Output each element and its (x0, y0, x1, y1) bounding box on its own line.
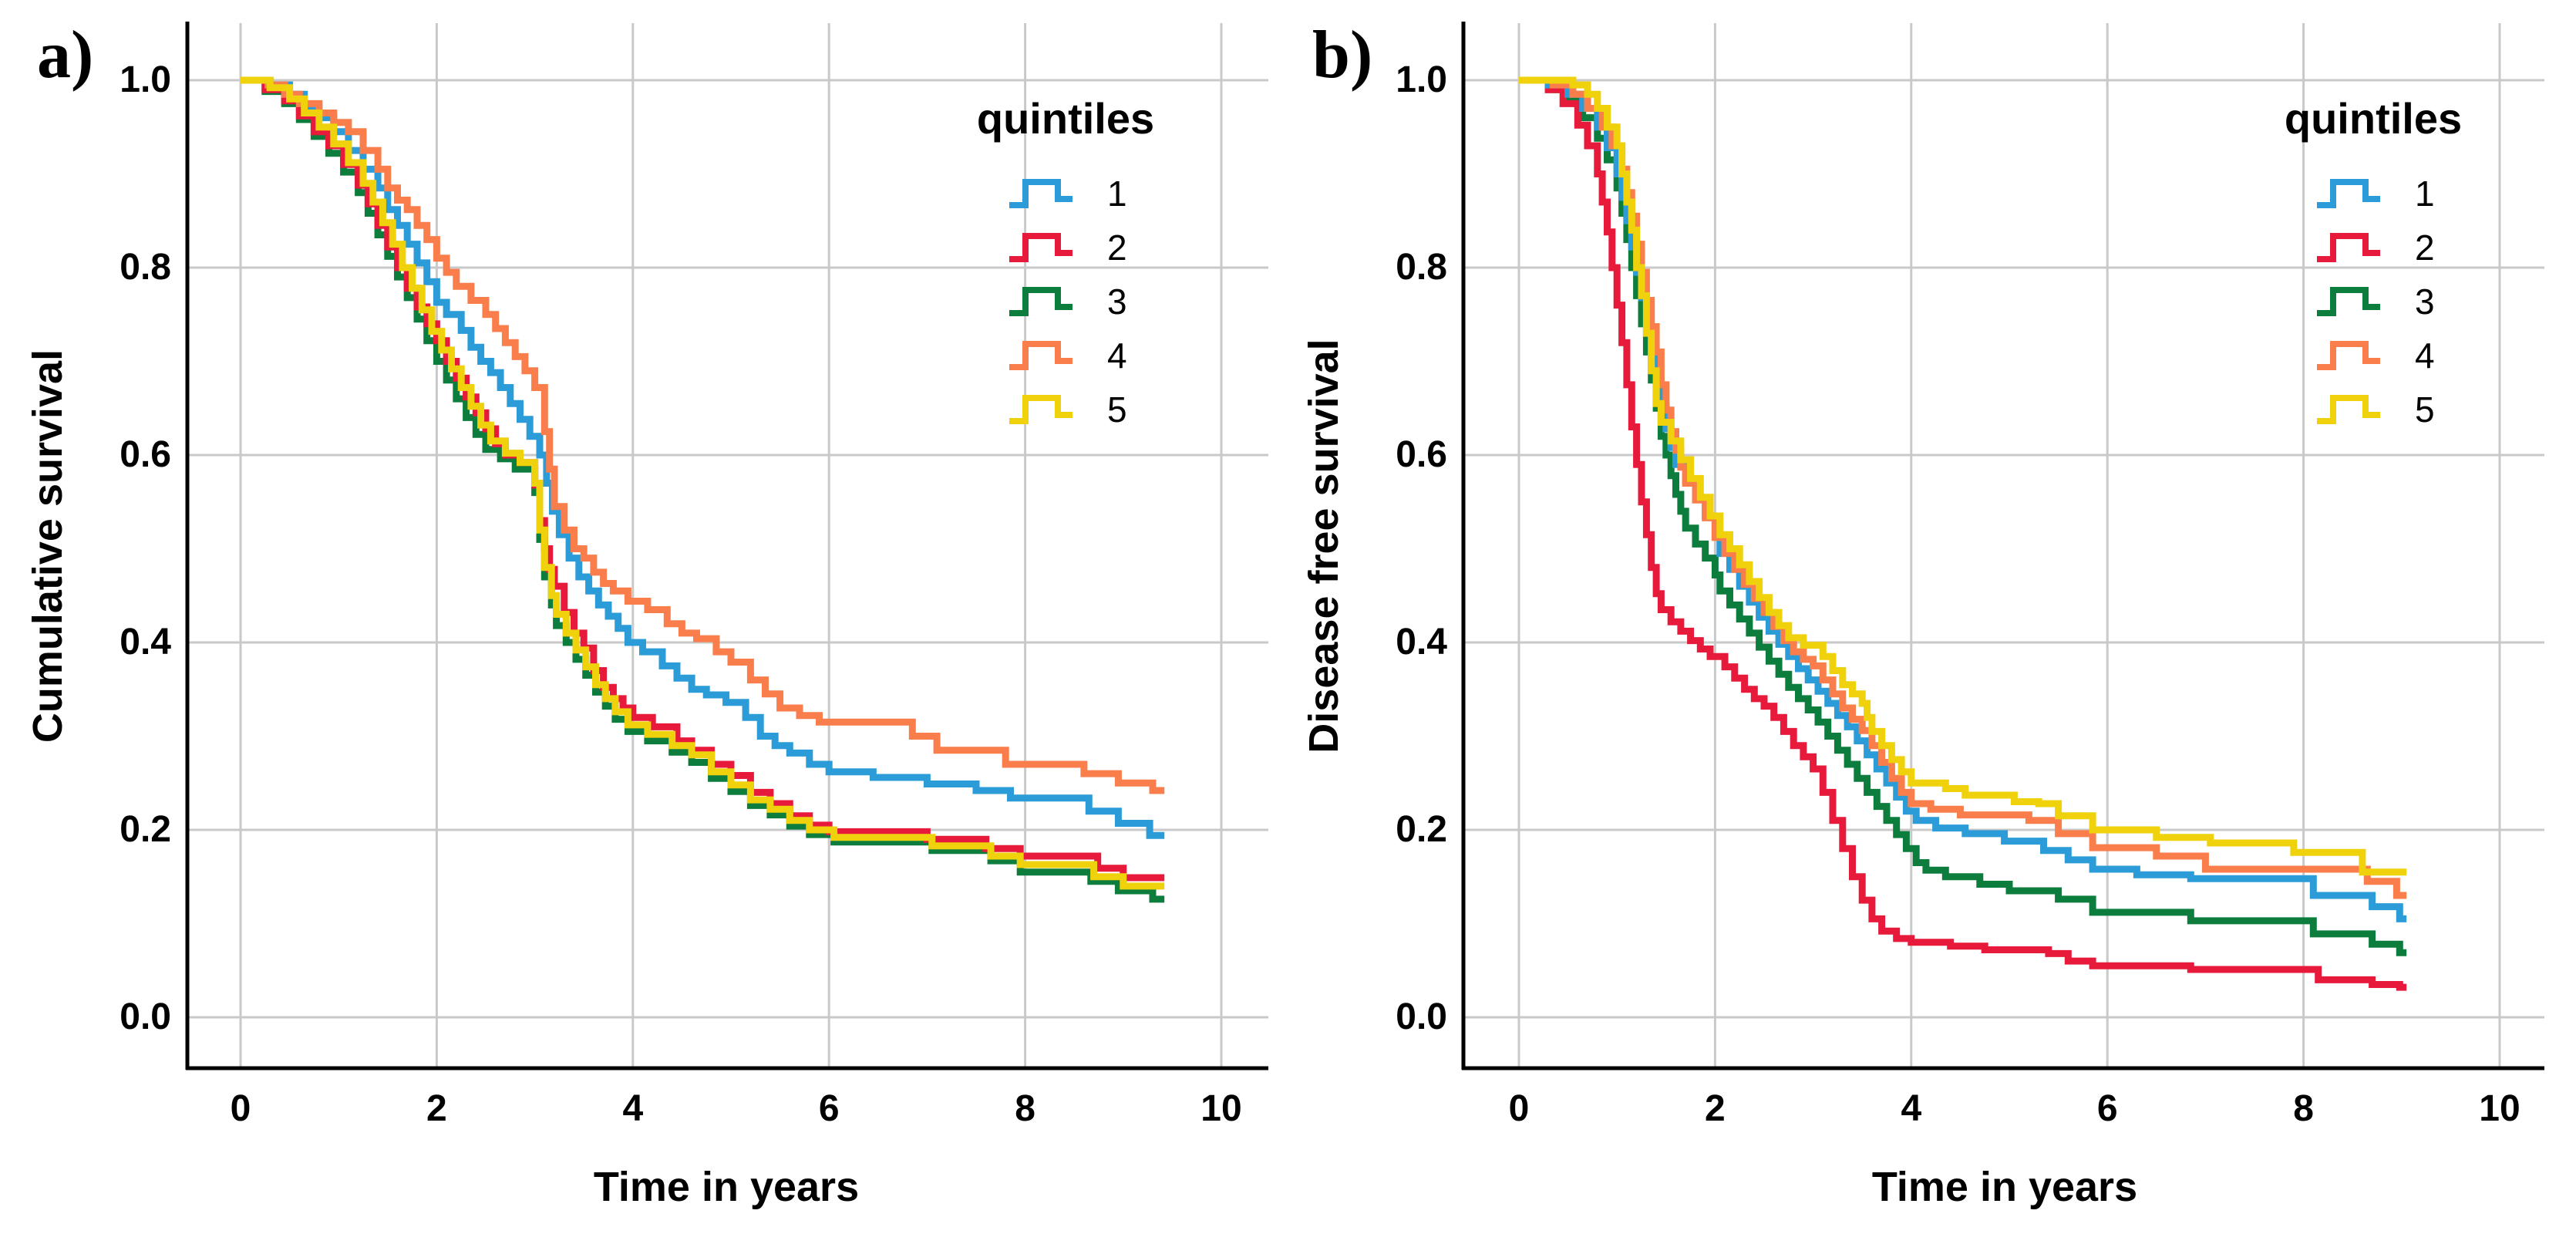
x-tick-label: 4 (622, 1088, 644, 1129)
legend-a-title: quintiles (976, 94, 1155, 143)
x-tick-label: 2 (426, 1088, 447, 1129)
legend-key-step-icon (2317, 233, 2380, 262)
legend-key-step-icon (1009, 341, 1072, 370)
x-tick-label: 0 (1508, 1088, 1530, 1129)
legend-a-item-4: 4 (1107, 335, 1127, 376)
y-tick-label: 0.2 (1396, 809, 1447, 850)
x-tick-label: 8 (2293, 1088, 2314, 1129)
panel-a-y-axis-title: Cumulative survival (25, 349, 71, 743)
panel-b-y-axis-title: Disease free survival (1301, 339, 1347, 754)
legend-key-step-icon (2317, 341, 2380, 370)
y-tick-label: 1.0 (120, 59, 171, 100)
x-tick-label: 8 (1015, 1088, 1035, 1129)
legend-b-title: quintiles (2284, 94, 2463, 143)
y-tick-label: 0.8 (1396, 247, 1447, 288)
y-tick-label: 0.4 (1396, 622, 1447, 663)
km-curve-quintile-4 (1519, 76, 2407, 899)
legend-key-step-icon (2317, 287, 2380, 316)
y-tick-label: 0.0 (1396, 996, 1447, 1037)
x-tick-label: 6 (818, 1088, 840, 1129)
x-tick-label: 10 (2479, 1088, 2520, 1129)
y-tick-label: 0.2 (120, 809, 171, 850)
panel-b-label: b) (1312, 18, 1373, 93)
y-tick-label: 0.6 (120, 434, 171, 475)
x-tick-label: 4 (1901, 1088, 1922, 1129)
x-tick-label: 0 (230, 1088, 251, 1129)
legend-b-item-4: 4 (2415, 335, 2435, 376)
legend-b-item-3: 3 (2415, 282, 2435, 322)
km-curve-quintile-1 (1519, 76, 2407, 922)
y-tick-label: 1.0 (1396, 59, 1447, 100)
y-tick-label: 0.0 (120, 996, 171, 1037)
legend-a-item-3: 3 (1107, 282, 1127, 322)
km-curve-quintile-5 (241, 76, 1165, 890)
y-tick-label: 0.6 (1396, 434, 1447, 475)
legend-a-item-1: 1 (1107, 174, 1127, 214)
panel-a-label: a) (37, 18, 94, 93)
y-tick-label: 0.8 (120, 247, 171, 288)
km-curve-quintile-3 (1519, 76, 2407, 956)
legend-b-item-5: 5 (2415, 389, 2435, 430)
panel-b-x-axis-title: Time in years (1871, 1164, 2138, 1210)
km-curve-quintile-1 (241, 76, 1165, 839)
legend-key-step-icon (1009, 287, 1072, 316)
km-curve-quintile-2 (1519, 76, 2407, 991)
panel-a-x-axis-title: Time in years (593, 1164, 860, 1210)
y-tick-label: 0.4 (120, 622, 171, 663)
legend-b-item-1: 1 (2415, 174, 2435, 214)
km-curve-quintile-5 (1519, 76, 2407, 876)
legend-key-step-icon (1009, 179, 1072, 208)
legend-b-item-2: 2 (2415, 228, 2435, 268)
legend-key-step-icon (1009, 233, 1072, 262)
legend-a-item-5: 5 (1107, 389, 1127, 430)
x-tick-label: 2 (1705, 1088, 1726, 1129)
legend-a-item-2: 2 (1107, 228, 1127, 268)
x-tick-label: 10 (1200, 1088, 1242, 1129)
km-curve-quintile-4 (241, 76, 1165, 794)
x-tick-label: 6 (2096, 1088, 2118, 1129)
legend-key-step-icon (2317, 395, 2380, 424)
legend-key-step-icon (2317, 179, 2380, 208)
legend-key-step-icon (1009, 395, 1072, 424)
